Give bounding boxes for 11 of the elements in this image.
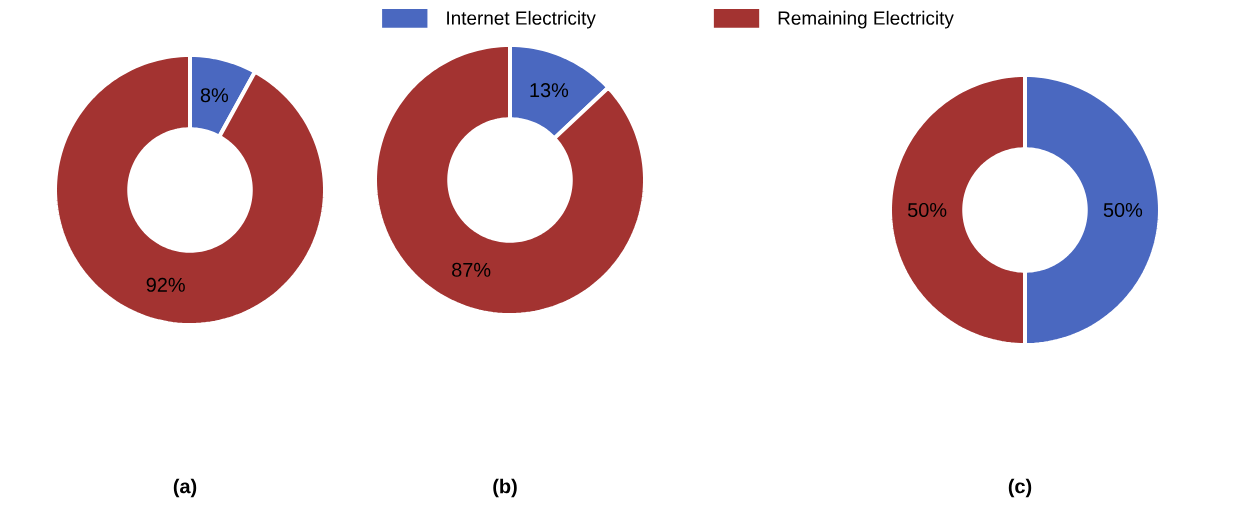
legend-label: Internet Electricity — [447, 10, 596, 29]
text: (c) — [1008, 478, 1032, 498]
data-label: 92% — [146, 277, 185, 292]
data-label: 87% — [452, 262, 491, 277]
text: (a) — [173, 478, 197, 498]
legend-label: Remaining Electricity — [778, 10, 954, 29]
text: (b) — [493, 478, 517, 498]
data-label: 13% — [530, 83, 569, 98]
data-label: 8% — [200, 88, 229, 103]
data-label: 50% — [1103, 202, 1143, 218]
data-label: 50% — [907, 202, 947, 218]
